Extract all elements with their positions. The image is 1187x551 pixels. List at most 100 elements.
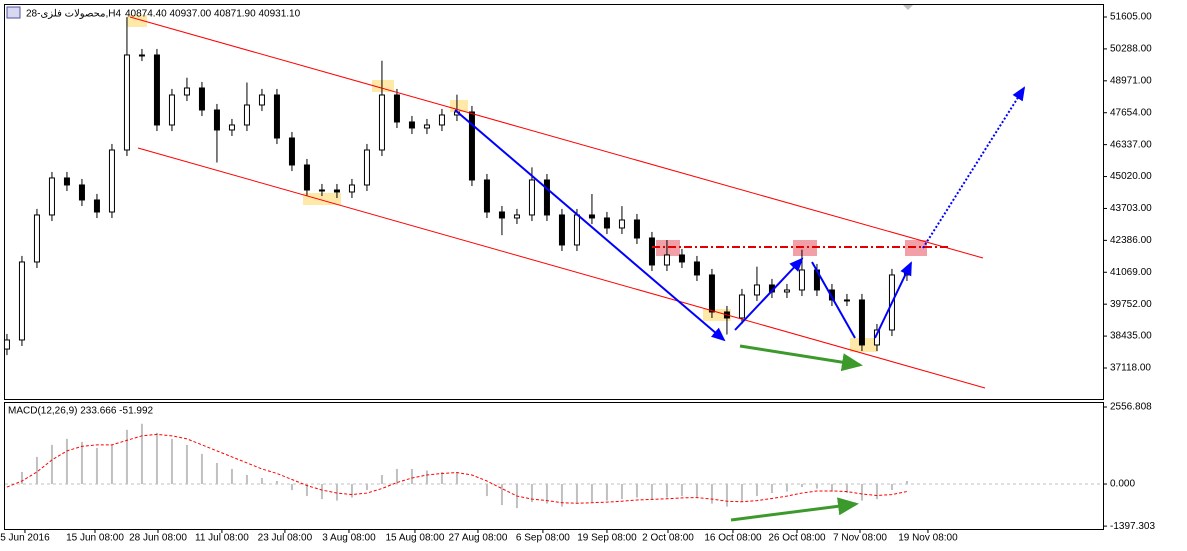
resistance-box	[793, 240, 817, 256]
candle-body	[258, 94, 265, 106]
x-tick-label: 19 Nov 08:00	[898, 533, 958, 544]
candle-body	[213, 109, 220, 131]
x-tick-label: 6 Sep 08:00	[516, 533, 570, 544]
wave-arrow	[454, 109, 726, 342]
candle-body	[33, 214, 40, 263]
candle-body	[543, 179, 550, 216]
candle-body	[753, 284, 760, 296]
candle-body	[693, 261, 700, 276]
candle-body	[363, 149, 370, 186]
candle-body	[63, 177, 70, 186]
candle-body	[243, 104, 250, 126]
wave-arrow	[734, 257, 804, 331]
macd-panel	[4, 402, 1104, 530]
candle-body	[513, 214, 520, 219]
candle-body	[183, 87, 190, 96]
x-tick-label: 19 Sep 08:00	[577, 533, 637, 544]
candle-body	[648, 237, 655, 266]
candle-body	[378, 94, 385, 151]
candle-body	[498, 211, 505, 219]
divergence-arrow	[730, 497, 859, 522]
y-tick-label: 48971.00	[1110, 75, 1152, 86]
candle-body	[573, 214, 580, 246]
chart-title: 28-محصولات فلزی,H4	[26, 9, 121, 20]
y-tick-label: 0.000	[1110, 479, 1135, 490]
candle-body	[468, 111, 475, 181]
highlight	[372, 80, 394, 92]
x-tick-label: 28 Jun 08:00	[129, 533, 187, 544]
y-tick-label: 51605.00	[1110, 12, 1152, 23]
chart-icon	[6, 6, 21, 19]
target-arrow	[922, 86, 1026, 249]
y-tick-label: 50288.00	[1110, 44, 1152, 55]
x-tick-label: 2 Oct 08:00	[642, 533, 694, 544]
candle-body	[678, 254, 685, 263]
y-tick-label: 47654.00	[1110, 107, 1152, 118]
candle-body	[438, 114, 445, 126]
candle-body	[798, 269, 805, 291]
x-tick-label: 5 Jun 2016	[0, 533, 50, 544]
candle-body	[603, 217, 610, 229]
candle-body	[393, 94, 400, 123]
candle-body	[558, 214, 565, 246]
x-tick-label: 16 Oct 08:00	[704, 533, 762, 544]
wave-arrow	[874, 261, 912, 339]
signal-line	[6, 433, 908, 504]
candle-body	[288, 137, 295, 166]
y-tick-label: 39752.00	[1110, 299, 1152, 310]
macd-title: MACD(12,26,9) 233.666 -51.992	[8, 406, 154, 417]
candle-body	[273, 94, 280, 139]
candle-body	[588, 214, 595, 219]
candle-body	[738, 294, 745, 319]
candle-body	[153, 54, 160, 126]
candle-body	[708, 274, 715, 313]
candle-body	[348, 184, 355, 193]
y-tick-label: 46337.00	[1110, 139, 1152, 150]
x-tick-label: 15 Jun 08:00	[66, 533, 124, 544]
candle-body	[663, 254, 670, 266]
candle-body	[18, 261, 25, 341]
candle-body	[228, 124, 235, 131]
candle-body	[483, 179, 490, 213]
x-tick-label: 23 Jul 08:00	[258, 533, 313, 544]
candle-body	[108, 149, 115, 213]
y-tick-label: 37118.00	[1110, 363, 1151, 374]
candle-body	[528, 179, 535, 216]
highlight	[303, 193, 341, 205]
wave-line	[811, 261, 856, 339]
candle-body	[858, 299, 865, 346]
candle-body	[408, 121, 415, 129]
channel-line	[137, 147, 986, 389]
x-tick-label: 3 Aug 08:00	[322, 533, 376, 544]
candle-body	[423, 124, 430, 129]
candle-body	[123, 54, 130, 151]
y-tick-label: 2556.808	[1110, 402, 1152, 413]
candle-body	[828, 289, 835, 301]
scroll-marker	[903, 5, 913, 10]
candle-body	[198, 87, 205, 111]
candle-body	[333, 189, 340, 193]
y-tick-label: 45020.00	[1110, 171, 1152, 182]
x-tick-label: 26 Oct 08:00	[768, 533, 826, 544]
y-tick-label: 43703.00	[1110, 203, 1152, 214]
drawings	[129, 16, 1026, 522]
candle-body	[633, 219, 640, 239]
candle-body	[138, 54, 145, 57]
candle-body	[93, 199, 100, 213]
ohlc-text: 40874.40 40937.00 40871.90 40931.10	[125, 9, 301, 20]
y-tick-label: 41069.00	[1110, 267, 1152, 278]
candle-body	[48, 177, 55, 216]
divergence-arrow	[739, 344, 863, 372]
y-tick-label: 38435.00	[1110, 331, 1152, 342]
main-panel	[4, 4, 1104, 400]
y-tick-label: 42386.00	[1110, 235, 1152, 246]
candle-body	[618, 219, 625, 229]
channel-line	[129, 16, 984, 259]
x-tick-label: 11 Jul 08:00	[195, 533, 249, 544]
candle-body	[78, 184, 85, 201]
candle-body	[843, 299, 850, 302]
x-tick-label: 7 Nov 08:00	[833, 533, 887, 544]
candle-body	[318, 189, 325, 192]
